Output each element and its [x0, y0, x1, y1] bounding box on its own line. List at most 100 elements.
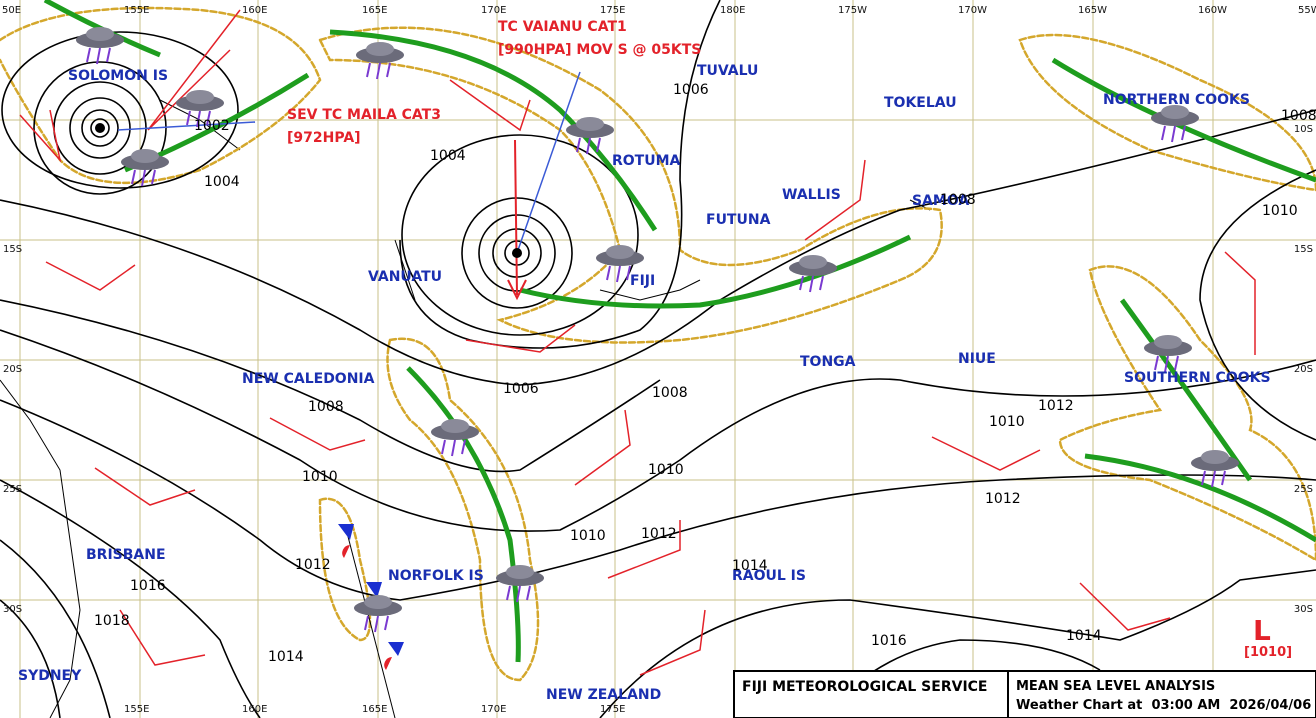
grid-label: 15S [3, 244, 22, 255]
grid-label: 10S [1294, 124, 1313, 135]
grid-label: 165E [362, 5, 387, 16]
place-label: SAMOA [912, 193, 969, 209]
isobar-label: 1018 [94, 613, 130, 629]
isobar-label: 1008 [1281, 108, 1316, 124]
grid-label: 50E [2, 5, 21, 16]
lightning [1201, 470, 1226, 488]
place-label: NORTHERN COOKS [1103, 92, 1250, 108]
place-label: BRISBANE [86, 547, 166, 563]
isobar-label: 1004 [204, 174, 240, 190]
lightning [364, 615, 389, 633]
cloud [364, 595, 392, 609]
place-label: TUVALU [697, 63, 758, 79]
grid-label: 30S [1294, 604, 1313, 615]
grid-label: 165E [362, 704, 387, 715]
lightning [131, 169, 156, 187]
grid-label: 160E [242, 704, 267, 715]
footer: FIJI METEOROLOGICAL SERVICE MEAN SEA LEV… [733, 670, 1316, 718]
grid-label: 25S [3, 484, 22, 495]
isobar-label: 1010 [570, 528, 606, 544]
cloud [799, 255, 827, 269]
cloud [86, 27, 114, 41]
lightning [441, 439, 466, 457]
isobar-label: 1016 [130, 578, 166, 594]
thunderstorm-icons [76, 27, 1239, 633]
isobar-label: 1006 [673, 82, 709, 98]
cloud [1154, 335, 1182, 349]
motion-vectors [117, 71, 581, 254]
place-label: WALLIS [782, 187, 841, 203]
isobar-label: 1010 [648, 462, 684, 478]
grid-label: 175W [838, 5, 867, 16]
grid-label: 175E [600, 5, 625, 16]
place-label: TOKELAU [884, 95, 957, 111]
grid-label: 20S [1294, 364, 1313, 375]
troughs [43, 0, 1316, 663]
cloud [606, 245, 634, 259]
isobar-label: 1014 [268, 649, 304, 665]
grid-label: 170E [481, 704, 506, 715]
grid-label: 155E [124, 5, 149, 16]
isobar-label: 1002 [194, 118, 230, 134]
place-label: ROTUMA [612, 153, 681, 169]
cloud [1201, 450, 1229, 464]
place-label: NEW CALEDONIA [242, 371, 375, 387]
isobar-label: 1010 [1262, 203, 1298, 219]
place-label: VANUATU [368, 269, 442, 285]
grid-label: 15S [1294, 244, 1313, 255]
cloud [1161, 105, 1189, 119]
grid-label: 160E [242, 5, 267, 16]
lightning [86, 47, 111, 65]
low-pressure: [1010] [1244, 645, 1292, 660]
place-label: NORFOLK IS [388, 568, 484, 584]
place-label: NIUE [958, 351, 996, 367]
wind-barbs [19, 9, 1256, 676]
place-label: SOUTHERN COOKS [1124, 370, 1271, 386]
isobar-label: 1012 [985, 491, 1021, 507]
isobar-label: 1008 [652, 385, 688, 401]
agency: FIJI METEOROLOGICAL SERVICE [742, 679, 988, 695]
isobar-label: 1008 [308, 399, 344, 415]
tc-track [507, 139, 527, 301]
cyclone-name: SEV TC MAILA CAT3 [287, 107, 441, 123]
isobar-label: 1006 [503, 381, 539, 397]
isobar-label: 1010 [302, 469, 338, 485]
grid-label: 155E [124, 704, 149, 715]
place-label: FIJI [630, 273, 655, 289]
isobar-label: 1004 [430, 148, 466, 164]
cloud [186, 90, 214, 104]
lightning [576, 137, 601, 155]
cloud [576, 117, 604, 131]
cyclone-detail: [972HPA] [287, 130, 361, 146]
isobar-label: 1014 [1066, 628, 1102, 644]
grid-label: 165W [1078, 5, 1107, 16]
low-symbol: L [1253, 614, 1271, 647]
isobar-label: 1014 [732, 558, 768, 574]
grid-label: 160W [1198, 5, 1227, 16]
lightning [799, 275, 824, 293]
grid-label: 175E [600, 704, 625, 715]
grid-label: 180E [720, 5, 745, 16]
lightning [186, 110, 211, 128]
lightning [606, 265, 631, 283]
lightning [366, 62, 391, 80]
isobar-label: 1012 [1038, 398, 1074, 414]
grid-label: 30S [3, 604, 22, 615]
grid-label: 25S [1294, 484, 1313, 495]
isobar-label: 1008 [940, 192, 976, 208]
cloud [506, 565, 534, 579]
grid-label: 170E [481, 5, 506, 16]
lightning [1161, 125, 1186, 143]
isobar-label: 1012 [641, 526, 677, 542]
grid-label: 55W [1298, 5, 1316, 16]
grid-label: 20S [3, 364, 22, 375]
place-label: FUTUNA [706, 212, 771, 228]
grid-label: 170W [958, 5, 987, 16]
place-label: TONGA [800, 354, 856, 370]
cyclone-name: TC VAIANU CAT1 [498, 19, 627, 35]
tc-centres [95, 123, 522, 258]
isobar-label: 1012 [295, 557, 331, 573]
place-label: SOLOMON IS [68, 68, 168, 84]
cyclone-detail: [990HPA] MOV S @ 05KTS [498, 42, 701, 58]
